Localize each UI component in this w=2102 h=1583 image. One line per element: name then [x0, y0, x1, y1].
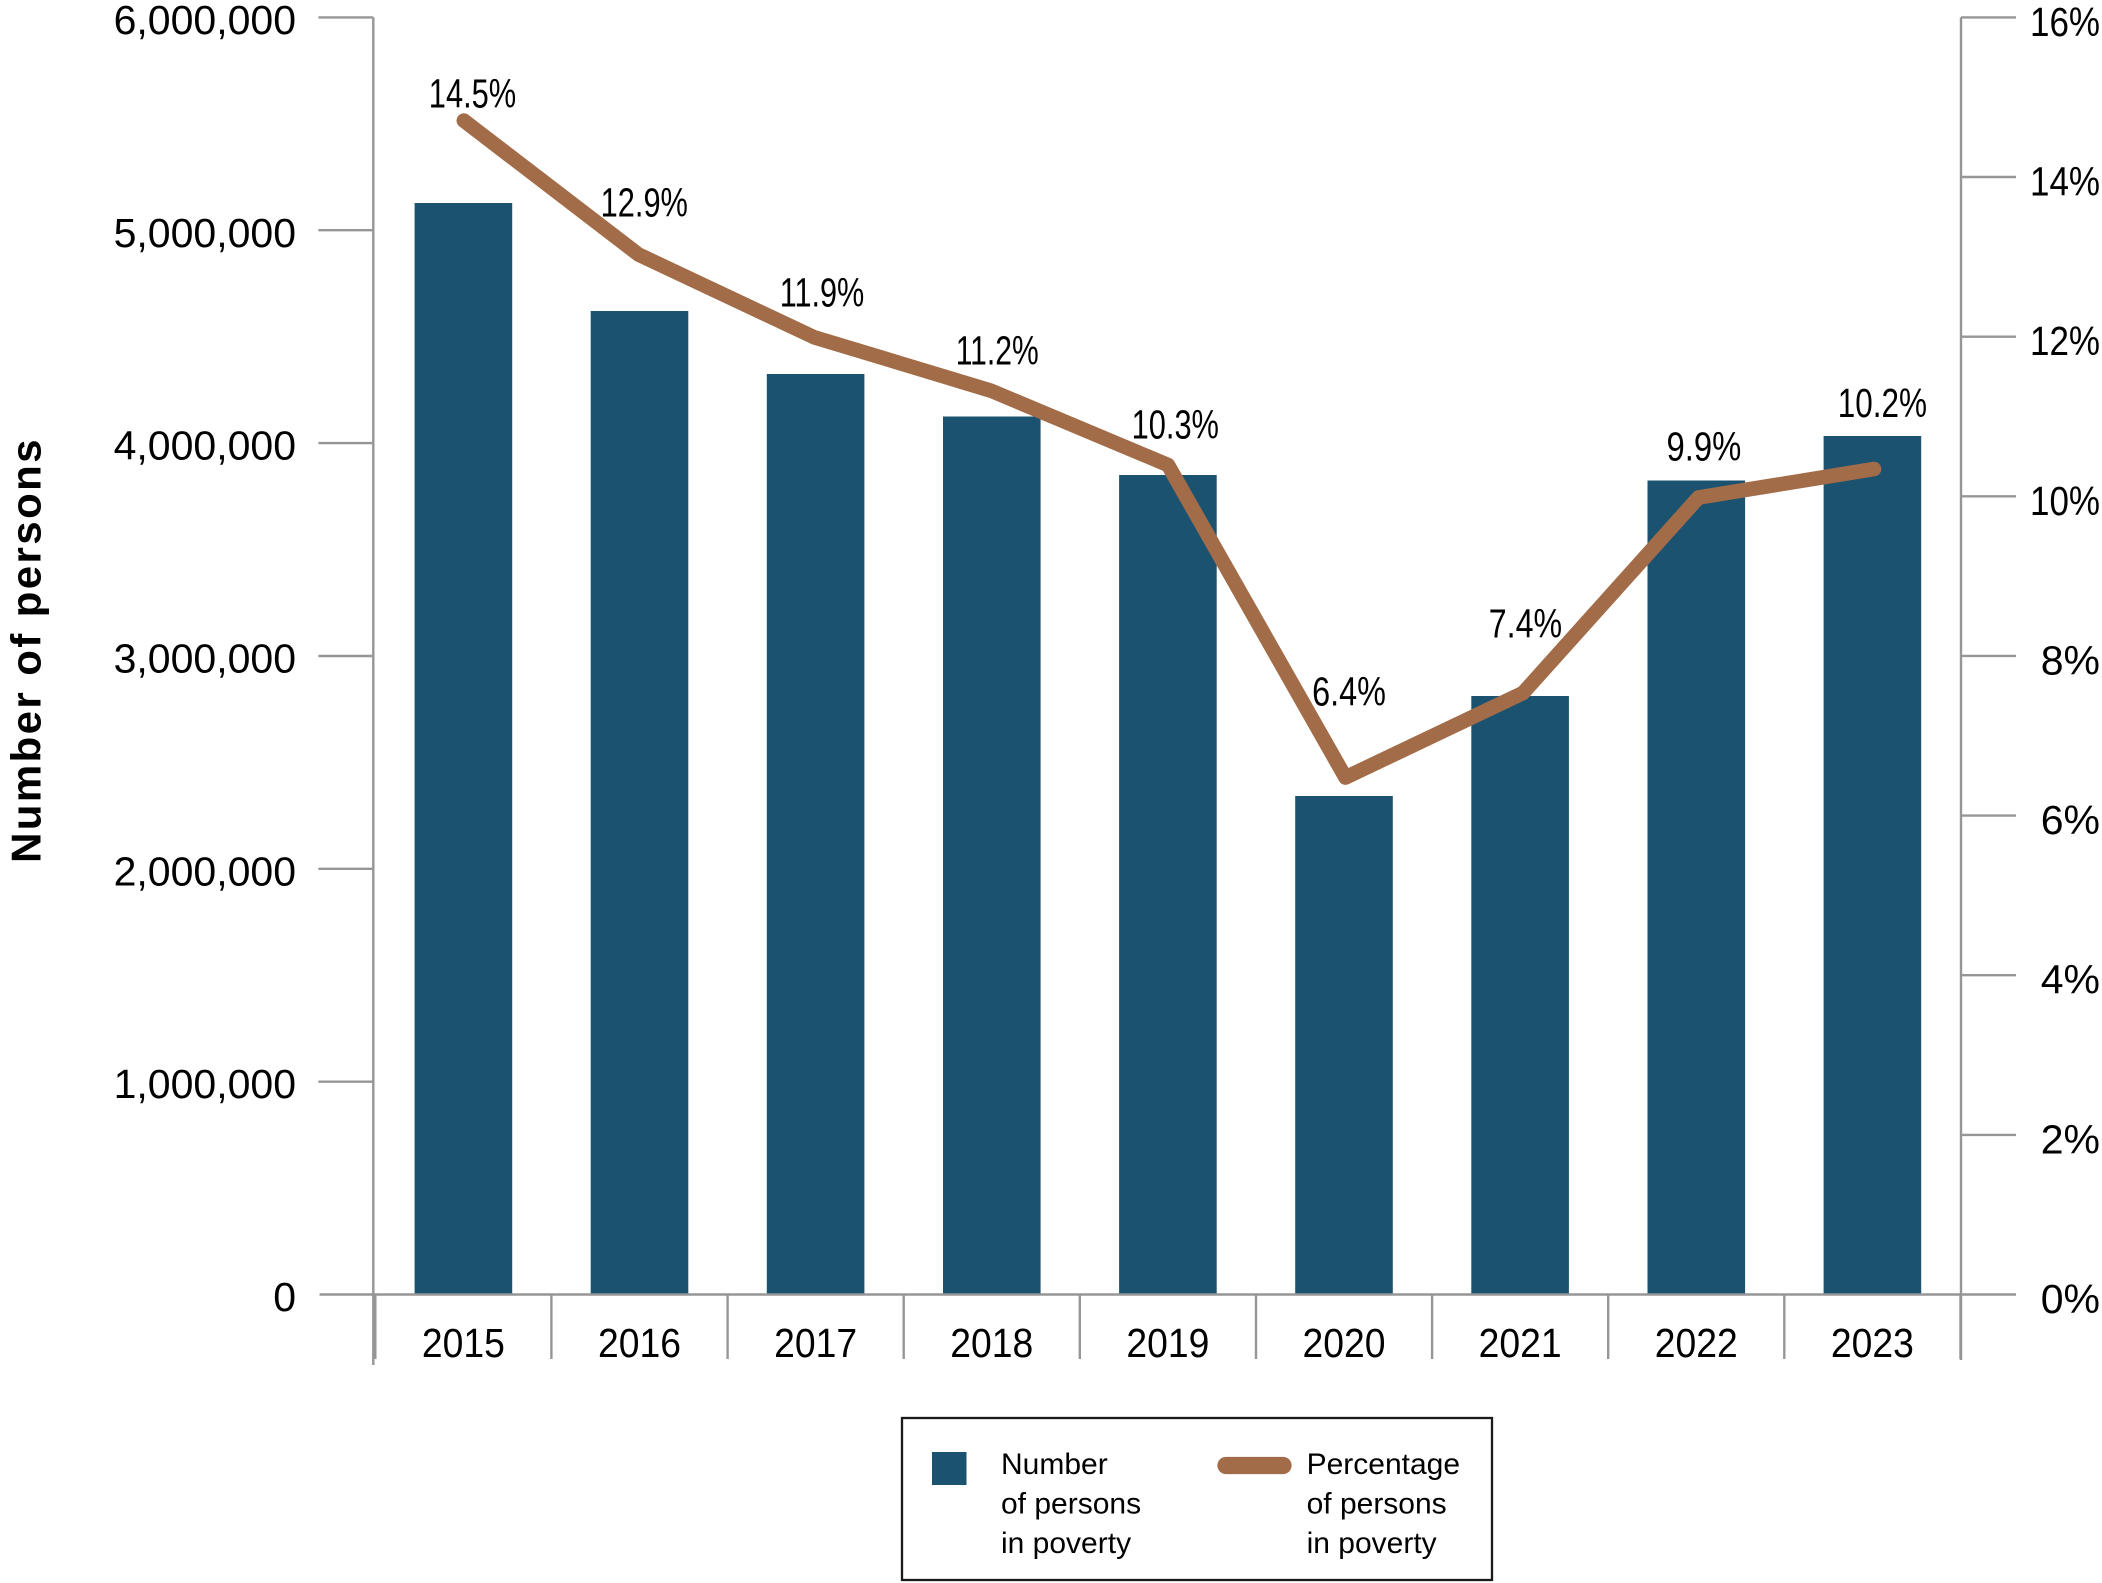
svg-text:2022: 2022 — [1655, 1320, 1738, 1366]
svg-text:2%: 2% — [2041, 1116, 2100, 1162]
svg-text:4,000,000: 4,000,000 — [114, 423, 296, 469]
svg-text:2018: 2018 — [950, 1320, 1033, 1366]
svg-text:2,000,000: 2,000,000 — [114, 848, 296, 894]
svg-text:6.4%: 6.4% — [1312, 668, 1386, 714]
svg-text:Number of persons: Number of persons — [3, 437, 50, 863]
svg-text:0: 0 — [273, 1274, 296, 1320]
svg-text:9.9%: 9.9% — [1667, 423, 1742, 469]
svg-text:in poverty: in poverty — [1001, 1527, 1131, 1560]
svg-text:5,000,000: 5,000,000 — [114, 210, 296, 256]
svg-text:11.9%: 11.9% — [780, 270, 865, 316]
svg-text:6,000,000: 6,000,000 — [114, 0, 296, 43]
svg-text:2020: 2020 — [1303, 1320, 1386, 1366]
svg-text:of persons: of persons — [1001, 1488, 1141, 1521]
svg-text:2021: 2021 — [1479, 1320, 1562, 1366]
svg-text:3,000,000: 3,000,000 — [114, 636, 296, 682]
svg-text:10.2%: 10.2% — [1838, 380, 1927, 426]
svg-text:6%: 6% — [2041, 797, 2100, 843]
svg-text:2016: 2016 — [598, 1320, 681, 1366]
svg-text:10.3%: 10.3% — [1132, 402, 1219, 448]
svg-text:2017: 2017 — [774, 1320, 857, 1366]
svg-text:in poverty: in poverty — [1307, 1527, 1437, 1560]
svg-text:of persons: of persons — [1307, 1488, 1447, 1521]
svg-text:12.9%: 12.9% — [601, 180, 688, 226]
svg-text:14.5%: 14.5% — [429, 70, 516, 116]
svg-text:2015: 2015 — [422, 1320, 505, 1366]
svg-text:14%: 14% — [2030, 159, 2100, 205]
svg-text:7.4%: 7.4% — [1489, 600, 1562, 646]
svg-text:0%: 0% — [2041, 1276, 2100, 1322]
svg-text:11.2%: 11.2% — [956, 327, 1039, 373]
svg-text:10%: 10% — [2030, 478, 2100, 524]
svg-text:12%: 12% — [2030, 318, 2100, 364]
svg-text:4%: 4% — [2041, 957, 2100, 1003]
svg-text:Number: Number — [1001, 1448, 1108, 1481]
svg-text:2019: 2019 — [1126, 1320, 1209, 1366]
svg-text:16%: 16% — [2030, 0, 2100, 45]
svg-text:2023: 2023 — [1831, 1320, 1914, 1366]
svg-text:1,000,000: 1,000,000 — [114, 1061, 296, 1107]
svg-text:8%: 8% — [2041, 637, 2100, 683]
svg-text:Percentage: Percentage — [1307, 1448, 1460, 1481]
